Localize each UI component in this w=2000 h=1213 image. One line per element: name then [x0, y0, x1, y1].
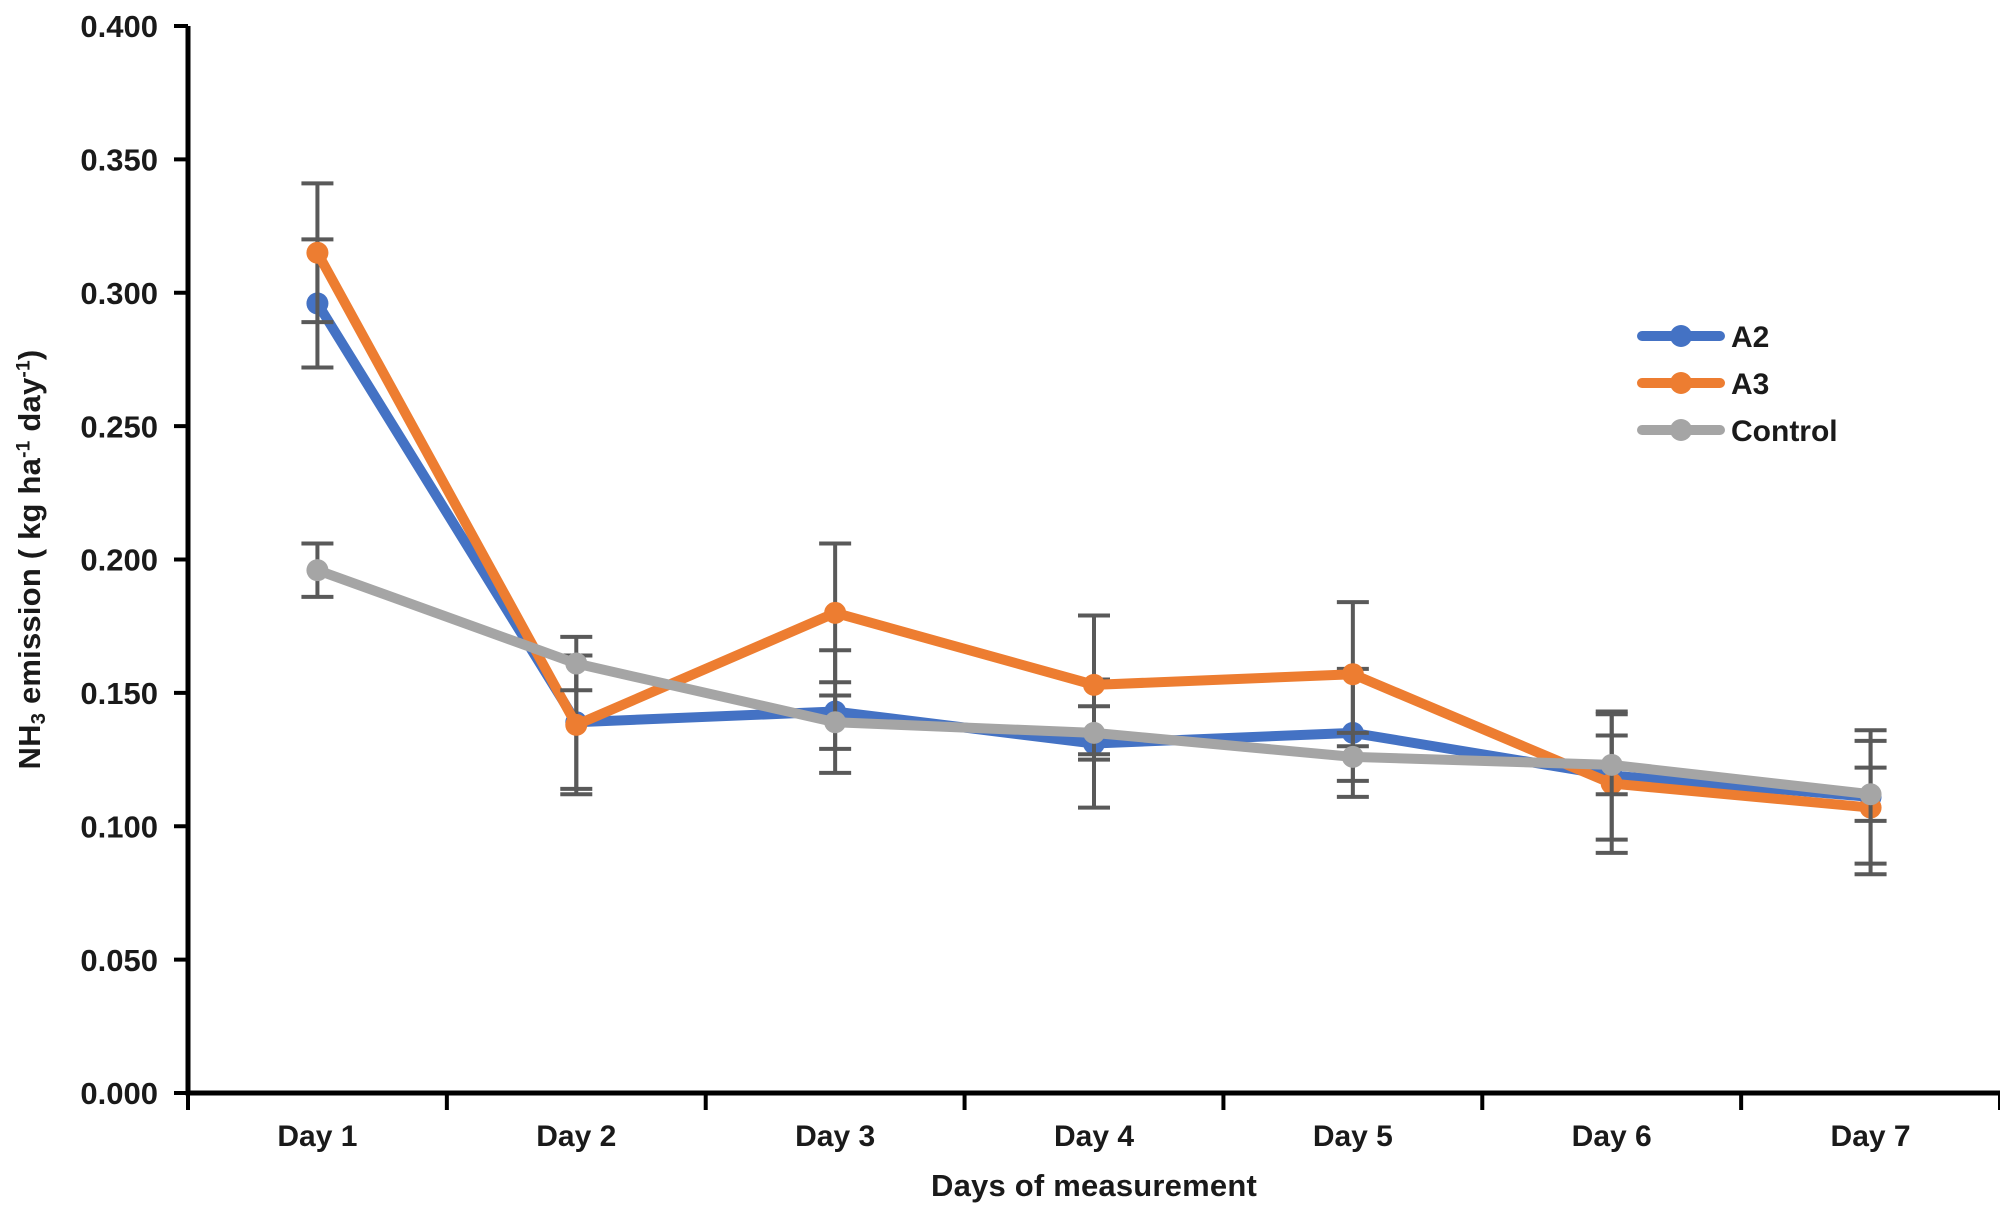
x-category-label: Day 5 — [1313, 1120, 1393, 1153]
legend-marker-a2 — [1670, 325, 1692, 347]
data-point-a3 — [1083, 673, 1105, 696]
data-point-control — [1600, 753, 1623, 776]
x-category-label: Day 2 — [536, 1120, 616, 1153]
legend-label-control: Control — [1731, 415, 1838, 448]
data-point-a3 — [306, 241, 329, 264]
x-category-label: Day 4 — [1054, 1120, 1134, 1153]
data-point-control — [565, 652, 588, 675]
data-point-control — [1083, 721, 1105, 744]
y-tick-label: 0.150 — [80, 676, 158, 711]
x-category-label: Day 3 — [795, 1120, 875, 1153]
data-point-control — [306, 559, 329, 582]
data-point-a3 — [824, 601, 847, 624]
data-point-a3 — [1341, 663, 1364, 686]
y-tick-label: 0.000 — [80, 1076, 158, 1111]
data-point-a3 — [565, 713, 588, 736]
x-category-label: Day 1 — [277, 1120, 357, 1153]
y-tick-label: 0.400 — [80, 9, 158, 44]
legend-label-a3: A3 — [1731, 368, 1769, 401]
y-axis-title: NH3 emission ( kg ha-1 day-1) — [12, 26, 51, 1093]
legend-label-a2: A2 — [1731, 321, 1769, 354]
data-point-control — [1341, 745, 1364, 768]
y-tick-label: 0.300 — [80, 276, 158, 311]
y-tick-label: 0.350 — [80, 143, 158, 178]
data-point-control — [824, 711, 847, 734]
y-tick-label: 0.200 — [80, 543, 158, 578]
y-tick-label: 0.050 — [80, 943, 158, 978]
y-tick-label: 0.100 — [80, 809, 158, 844]
y-tick-label: 0.250 — [80, 409, 158, 444]
legend-marker-a3 — [1670, 372, 1692, 394]
legend-marker-control — [1670, 419, 1692, 441]
x-category-label: Day 6 — [1572, 1120, 1652, 1153]
x-category-label: Day 7 — [1831, 1120, 1911, 1153]
data-point-control — [1859, 783, 1882, 806]
x-axis-title: Days of measurement — [931, 1168, 1257, 1203]
y-axis-title-text: NH3 emission ( kg ha-1 day-1) — [12, 349, 51, 770]
